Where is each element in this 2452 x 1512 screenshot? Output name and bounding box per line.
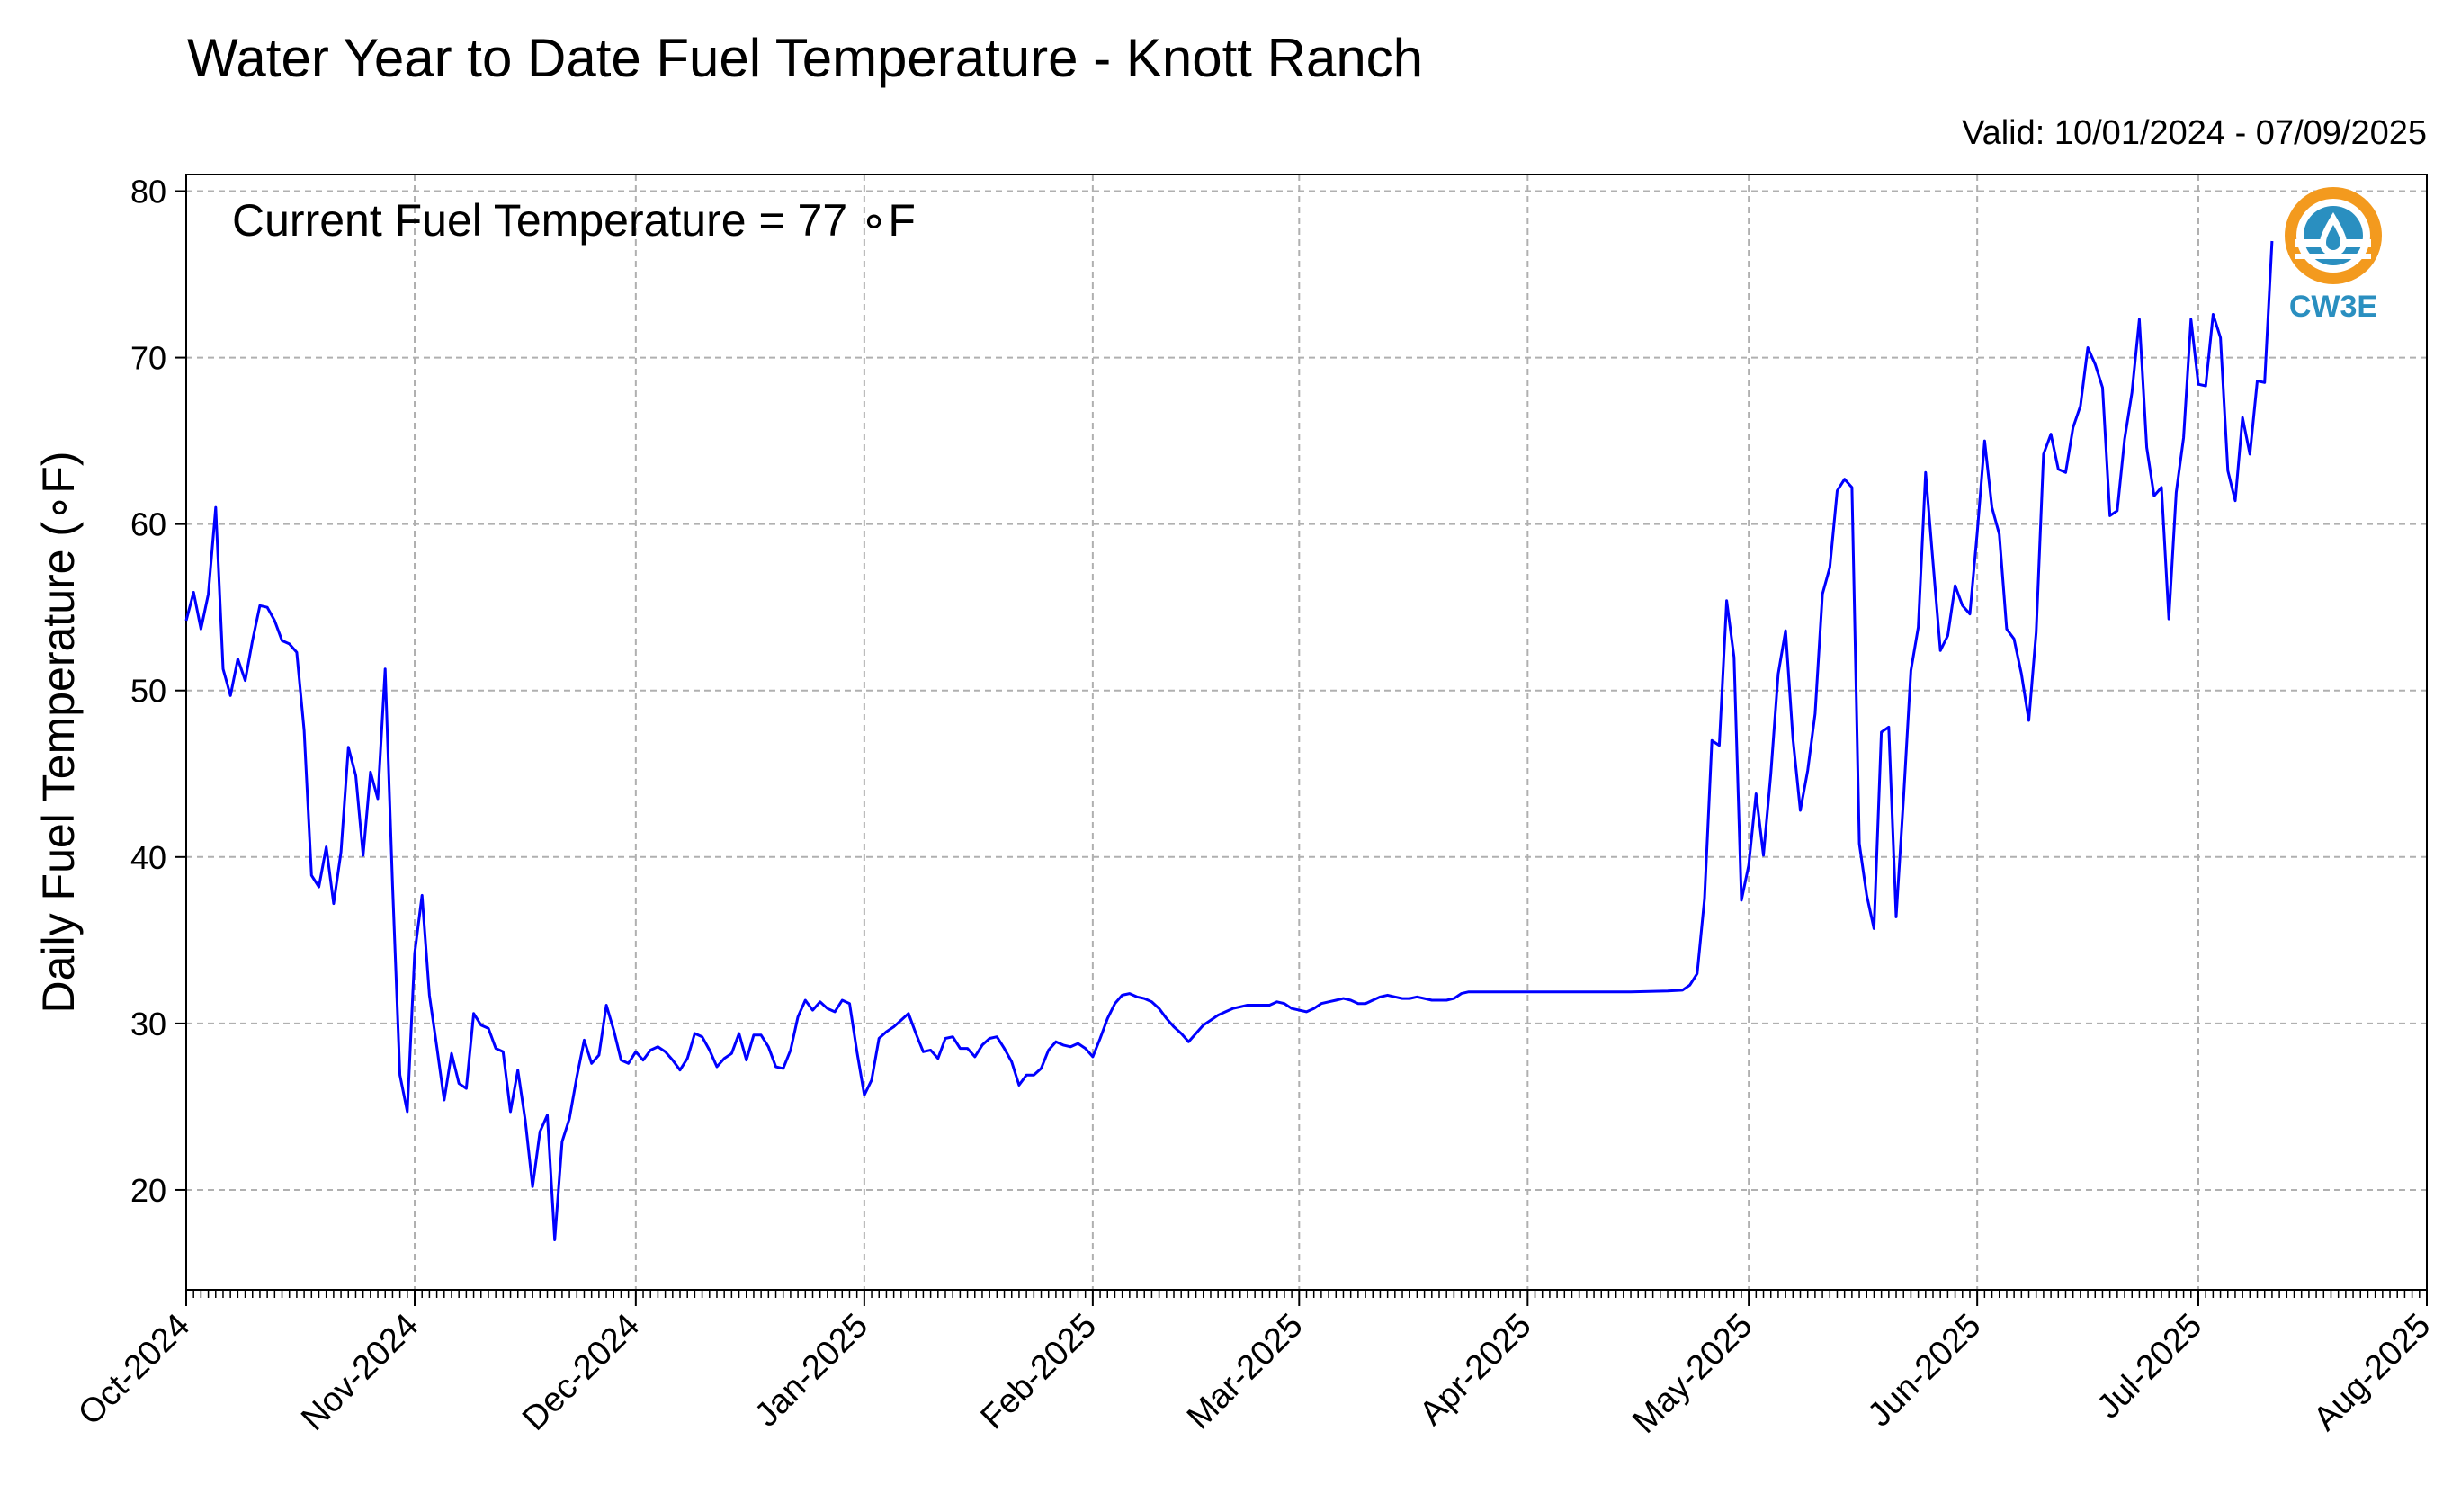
y-axis-label: Daily Fuel Temperature (∘F) bbox=[33, 452, 84, 1014]
cw3e-logo-text: CW3E bbox=[2289, 290, 2377, 324]
fuel-temperature-line bbox=[184, 240, 2274, 1241]
grid-lines bbox=[186, 174, 2427, 1290]
y-axis: 20 30 40 50 60 70 80 bbox=[130, 174, 186, 1209]
cw3e-logo-emblem bbox=[2285, 187, 2382, 284]
series-layer bbox=[184, 240, 2274, 1241]
y-tick-label: 40 bbox=[130, 839, 166, 876]
cw3e-logo: CW3E bbox=[2285, 187, 2382, 324]
y-tick-label: 50 bbox=[130, 673, 166, 710]
y-tick-label: 70 bbox=[130, 340, 166, 377]
current-fuel-temperature-annotation: Current Fuel Temperature = 77 ∘F bbox=[232, 195, 916, 246]
y-tick-label: 20 bbox=[130, 1172, 166, 1209]
x-tick-label: Apr-2025 bbox=[1412, 1307, 1538, 1433]
x-tick-label: Dec-2024 bbox=[515, 1307, 647, 1438]
x-tick-label: Nov-2024 bbox=[294, 1307, 425, 1438]
x-tick-label: Jun-2025 bbox=[1861, 1307, 1989, 1435]
y-tick-label: 30 bbox=[130, 1006, 166, 1042]
x-tick-label: Oct-2024 bbox=[71, 1307, 197, 1433]
x-tick-label: Jul-2025 bbox=[2090, 1307, 2210, 1427]
y-tick-label: 60 bbox=[130, 506, 166, 543]
plot-frame bbox=[185, 174, 2428, 1291]
x-tick-label: May-2025 bbox=[1625, 1307, 1759, 1441]
x-axis: Oct-2024 Nov-2024 Dec-2024 Jan-2025 Feb-2025… bbox=[71, 1290, 2438, 1441]
chart-title: Water Year to Date Fuel Temperature - Kn… bbox=[187, 28, 1423, 88]
x-tick-label: Jan-2025 bbox=[747, 1307, 875, 1435]
valid-date-range: Valid: 10/01/2024 - 07/09/2025 bbox=[1962, 114, 2427, 152]
x-tick-label: Aug-2025 bbox=[2306, 1307, 2438, 1438]
x-tick-label: Mar-2025 bbox=[1180, 1307, 1311, 1437]
x-tick-label: Feb-2025 bbox=[974, 1307, 1105, 1437]
y-tick-label: 80 bbox=[130, 174, 166, 210]
